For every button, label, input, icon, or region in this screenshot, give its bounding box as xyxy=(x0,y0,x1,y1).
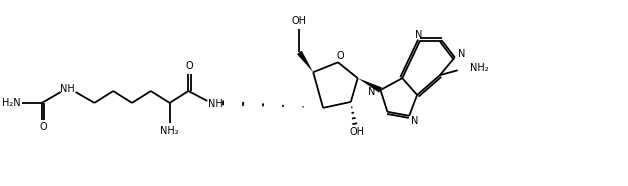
Text: O: O xyxy=(336,51,344,61)
Text: H₂N: H₂N xyxy=(1,98,20,108)
Text: O: O xyxy=(186,61,193,71)
Text: NH: NH xyxy=(208,99,222,109)
Text: NH: NH xyxy=(60,84,75,94)
Text: NH₂: NH₂ xyxy=(470,63,488,73)
Text: OH: OH xyxy=(349,127,364,137)
Text: N: N xyxy=(411,116,419,126)
Text: N: N xyxy=(415,30,423,40)
Polygon shape xyxy=(297,51,313,72)
Text: N: N xyxy=(368,87,376,97)
Text: OH: OH xyxy=(292,16,307,26)
Polygon shape xyxy=(358,78,382,93)
Text: NH₂: NH₂ xyxy=(160,126,179,136)
Text: O: O xyxy=(39,122,46,132)
Text: N: N xyxy=(458,49,465,59)
